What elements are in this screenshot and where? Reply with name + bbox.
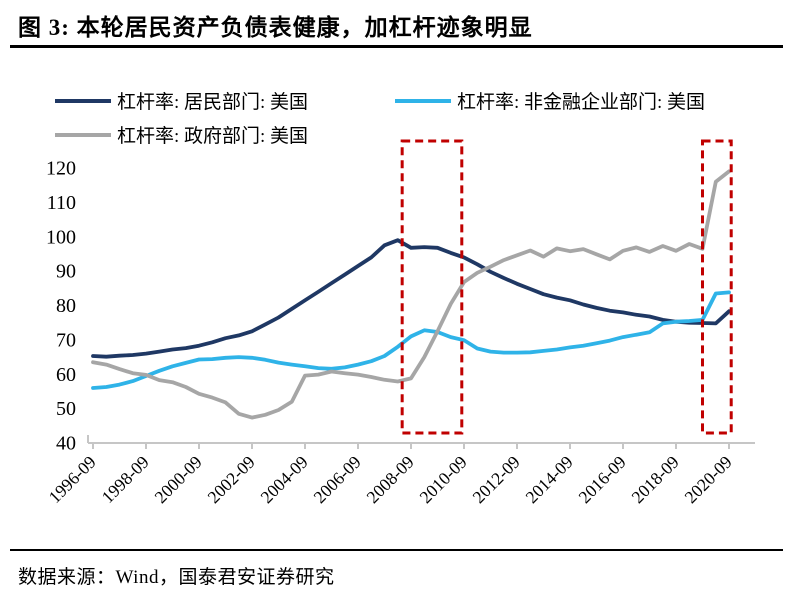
- x-axis-tick-label: 2018-09: [627, 452, 683, 508]
- y-axis-tick-label: 90: [56, 261, 76, 283]
- x-axis-tick-label: 2010-09: [415, 452, 471, 508]
- x-axis-tick-label: 1996-09: [44, 452, 100, 508]
- legend-item-household: 杠杆率: 居民部门: 美国: [55, 87, 308, 114]
- figure-title: 图 3: 本轮居民资产负债表健康，加杠杆迹象明显: [18, 15, 533, 40]
- y-axis-tick-label: 40: [56, 433, 76, 455]
- y-axis-tick-label: 110: [47, 192, 76, 214]
- x-axis-tick-label: 2020-09: [680, 452, 736, 508]
- legend-item-government: 杠杆率: 政府部门: 美国: [55, 121, 308, 148]
- x-axis-tick-label: 2012-09: [468, 452, 524, 508]
- y-axis-tick-label: 120: [46, 158, 76, 180]
- highlight-rect-1: [701, 139, 733, 435]
- x-axis-tick-label: 2008-09: [362, 452, 418, 508]
- data-source: 数据来源：Wind，国泰君安证券研究: [18, 567, 335, 588]
- footer-divider: [10, 549, 783, 551]
- y-axis-tick-label: 70: [56, 329, 76, 351]
- legend-line-swatch-household: [55, 98, 111, 103]
- y-axis-tick-label: 80: [56, 295, 76, 317]
- x-axis-tick-label: 2002-09: [203, 452, 259, 508]
- series-line-0: [91, 238, 731, 359]
- y-axis-tick-label: 60: [56, 364, 76, 386]
- x-axis-tick-label: 2016-09: [574, 452, 630, 508]
- y-axis-tick-label: 50: [56, 398, 76, 420]
- legend-line-swatch-government: [55, 132, 111, 137]
- x-axis-tick-label: 2004-09: [256, 452, 312, 508]
- y-axis-tick-label: 100: [46, 226, 76, 248]
- highlight-rect-0: [400, 139, 464, 435]
- legend-label-nonfinancial: 杠杆率: 非金融企业部门: 美国: [457, 92, 706, 113]
- x-axis-tick-label: 2006-09: [309, 452, 365, 508]
- legend-label-household: 杠杆率: 居民部门: 美国: [117, 92, 309, 113]
- legend-label-government: 杠杆率: 政府部门: 美国: [117, 126, 309, 147]
- x-axis-tick-label: 2014-09: [521, 452, 577, 508]
- series-line-1: [91, 290, 731, 390]
- x-axis-tick-label: 2000-09: [150, 452, 206, 508]
- series-line-2: [91, 169, 731, 420]
- legend-item-nonfinancial: 杠杆率: 非金融企业部门: 美国: [395, 87, 705, 114]
- x-axis-tick-label: 1998-09: [97, 452, 153, 508]
- legend-line-swatch-nonfinancial: [395, 98, 451, 103]
- title-divider: [10, 45, 783, 48]
